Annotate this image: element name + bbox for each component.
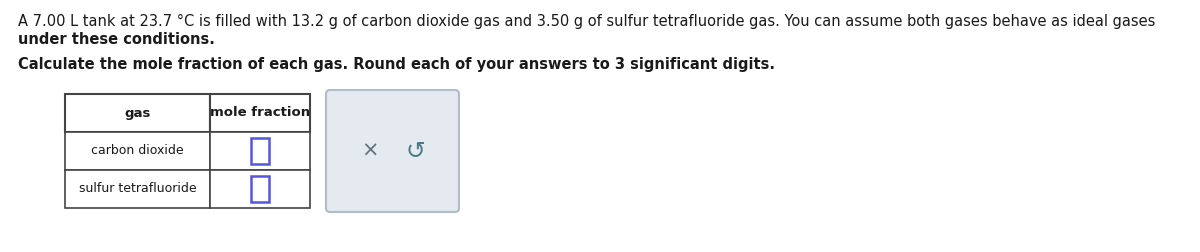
- Bar: [210, 94, 310, 132]
- Text: sulfur tetrafluoride: sulfur tetrafluoride: [79, 182, 197, 196]
- FancyBboxPatch shape: [326, 90, 458, 212]
- Text: A 7.00 L tank at 23.7 °C is filled with 13.2 g of carbon dioxide gas and 3.50 g : A 7.00 L tank at 23.7 °C is filled with …: [18, 14, 1156, 29]
- Text: ×: ×: [361, 141, 379, 161]
- Text: carbon dioxide: carbon dioxide: [91, 144, 184, 158]
- Text: ↺: ↺: [406, 139, 425, 163]
- Text: mole fraction: mole fraction: [210, 107, 310, 119]
- Bar: [251, 176, 269, 202]
- Bar: [210, 170, 310, 208]
- Bar: [65, 170, 210, 208]
- Bar: [251, 138, 269, 164]
- Bar: [65, 94, 210, 132]
- Text: Calculate the mole fraction of each gas. Round each of your answers to 3 signifi: Calculate the mole fraction of each gas.…: [18, 57, 775, 72]
- Text: under these conditions.: under these conditions.: [18, 32, 215, 47]
- Bar: [210, 132, 310, 170]
- Bar: [65, 132, 210, 170]
- Text: gas: gas: [125, 107, 151, 119]
